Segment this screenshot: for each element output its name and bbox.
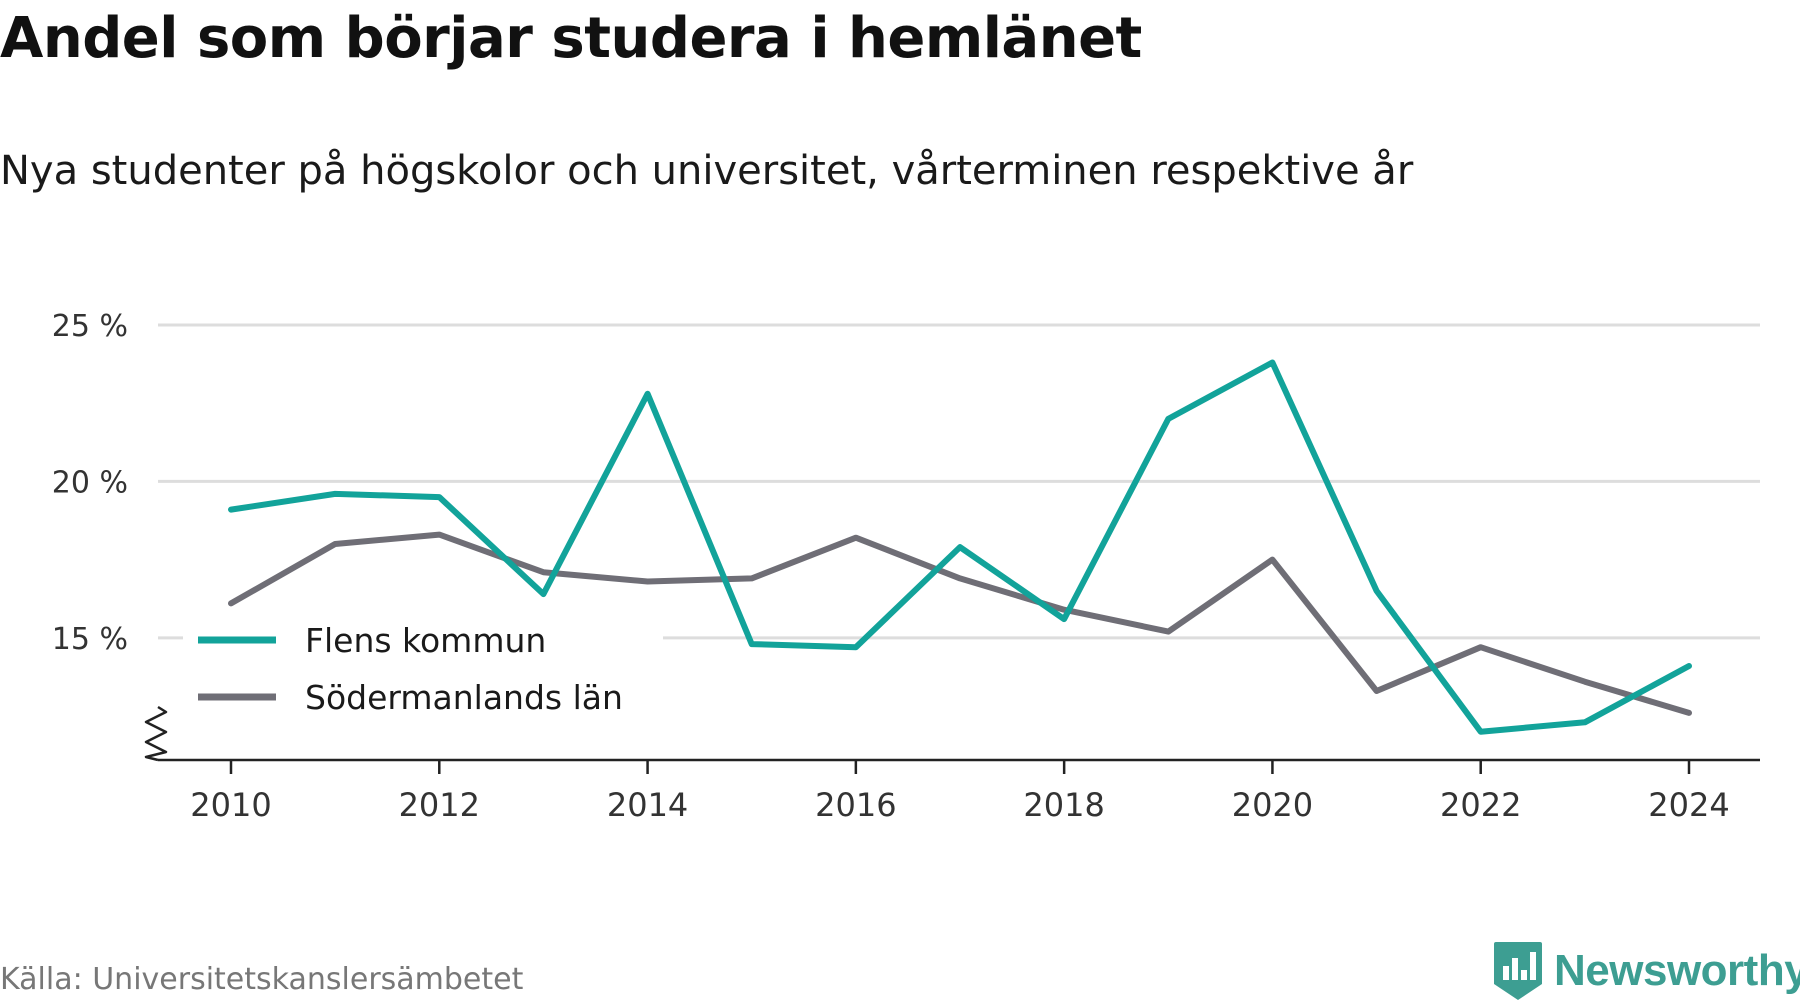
y-axis-ticks: 15 % 20 % 25 % bbox=[52, 309, 128, 657]
x-tick-label: 2016 bbox=[815, 786, 896, 824]
x-axis bbox=[144, 705, 1760, 762]
brand-logo: Newsworthy bbox=[1492, 940, 1800, 1002]
legend: Flens kommun Södermanlands län bbox=[183, 612, 663, 722]
x-tick-label: 2024 bbox=[1648, 786, 1729, 824]
y-tick-label: 20 % bbox=[52, 465, 128, 500]
x-axis-ticks: 2010 2012 2014 2016 2018 2020 2022 2024 bbox=[190, 760, 1730, 824]
x-tick-label: 2012 bbox=[399, 786, 480, 824]
legend-label: Södermanlands län bbox=[305, 678, 623, 717]
y-tick-label: 25 % bbox=[52, 309, 128, 344]
series-lines bbox=[228, 359, 1692, 735]
x-tick-label: 2020 bbox=[1232, 786, 1313, 824]
x-tick-label: 2014 bbox=[607, 786, 688, 824]
series-line-0 bbox=[228, 359, 1692, 735]
grid-lines bbox=[158, 323, 1760, 640]
x-tick-label: 2010 bbox=[190, 786, 271, 824]
x-tick-label: 2018 bbox=[1023, 786, 1104, 824]
legend-background bbox=[183, 612, 663, 722]
y-tick-label: 15 % bbox=[52, 622, 128, 657]
series-line-1 bbox=[228, 531, 1692, 716]
chart-subtitle: Nya studenter på högskolor och universit… bbox=[0, 148, 1414, 194]
bar-chart-badge-icon bbox=[1494, 942, 1542, 1000]
chart-title: Andel som börjar studera i hemlänet bbox=[0, 6, 1142, 71]
axis-break-icon bbox=[144, 705, 168, 762]
legend-label: Flens kommun bbox=[305, 621, 546, 660]
source-note: Källa: Universitetskanslersämbetet bbox=[0, 962, 524, 997]
x-tick-label: 2022 bbox=[1440, 786, 1521, 824]
brand-name: Newsworthy bbox=[1554, 946, 1800, 995]
